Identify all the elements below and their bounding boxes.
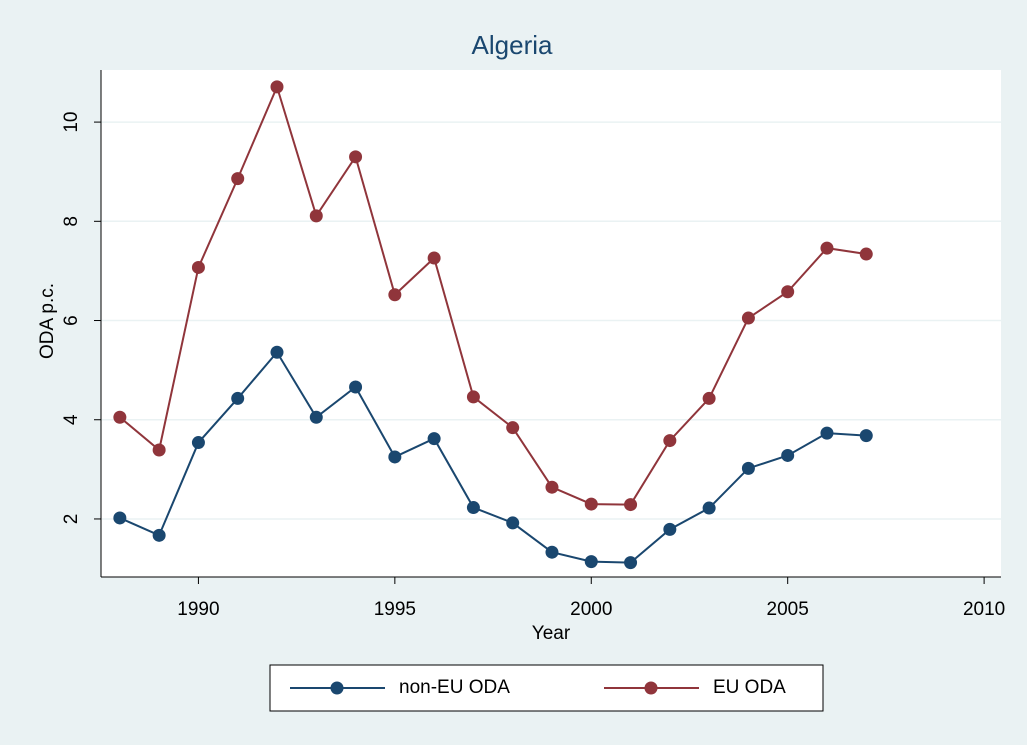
data-point xyxy=(741,461,755,475)
chart-title: Algeria xyxy=(472,30,553,60)
data-point xyxy=(741,311,755,325)
y-axis-label: ODA p.c. xyxy=(37,283,58,359)
data-point xyxy=(584,497,598,511)
data-point xyxy=(624,498,638,512)
x-tick-label: 1995 xyxy=(374,599,416,620)
data-point xyxy=(781,448,795,462)
data-point xyxy=(152,443,166,457)
plot-area xyxy=(101,70,1001,577)
data-point xyxy=(506,421,520,435)
data-point xyxy=(702,501,716,515)
y-tick-label: 10 xyxy=(61,112,82,133)
data-point xyxy=(466,390,480,404)
legend-marker xyxy=(330,681,344,695)
x-tick-label: 2010 xyxy=(963,599,1005,620)
data-point xyxy=(859,247,873,261)
data-point xyxy=(820,241,834,255)
data-point xyxy=(270,345,284,359)
series-line xyxy=(119,83,867,506)
data-point xyxy=(309,410,323,424)
data-point xyxy=(545,545,559,559)
legend-label: EU ODA xyxy=(713,677,786,698)
x-tick-label: 2005 xyxy=(767,599,809,620)
data-point xyxy=(388,288,402,302)
data-point xyxy=(231,391,245,405)
data-point xyxy=(624,556,638,570)
data-point xyxy=(427,432,441,446)
data-point xyxy=(427,251,441,265)
data-point xyxy=(270,80,284,94)
y-tick-label: 8 xyxy=(61,216,82,227)
data-point xyxy=(663,522,677,536)
data-point xyxy=(820,426,834,440)
data-point xyxy=(231,172,245,186)
data-point xyxy=(859,429,873,443)
data-point xyxy=(349,380,363,394)
data-point xyxy=(113,511,127,525)
data-point xyxy=(309,209,323,223)
data-point xyxy=(545,480,559,494)
x-tick-label: 2000 xyxy=(570,599,612,620)
data-point xyxy=(584,555,598,569)
data-point xyxy=(349,150,363,164)
y-tick-label: 6 xyxy=(61,315,82,326)
legend-marker xyxy=(644,681,658,695)
legend-label: non-EU ODA xyxy=(399,677,510,698)
y-tick-label: 2 xyxy=(61,514,82,525)
data-point xyxy=(152,528,166,542)
data-point xyxy=(506,516,520,530)
data-point xyxy=(388,450,402,464)
data-point xyxy=(191,436,205,450)
data-point xyxy=(781,285,795,299)
y-tick-label: 4 xyxy=(61,414,82,425)
x-axis-label: Year xyxy=(532,623,571,644)
data-point xyxy=(702,391,716,405)
series-line xyxy=(119,350,867,564)
data-point xyxy=(466,501,480,515)
data-point xyxy=(113,410,127,424)
data-point xyxy=(191,260,205,274)
data-point xyxy=(663,434,677,448)
x-tick-label: 1990 xyxy=(177,599,219,620)
